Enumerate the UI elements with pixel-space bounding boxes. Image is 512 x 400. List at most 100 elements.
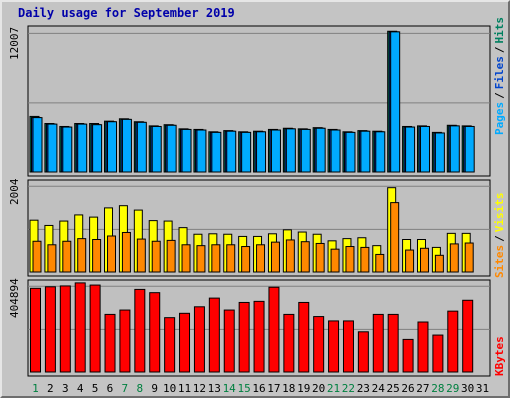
bar-sites-19 [300,241,310,273]
bar-kbytes-26 [402,338,414,373]
bar-kbytes-2 [44,286,56,373]
bar-kbytes-29 [447,310,459,373]
bar-sites-18 [285,239,295,273]
x-tick-label-10: 10 [163,382,176,395]
chart-title: Daily usage for September 2019 [18,6,235,20]
legend-hits-files-pages: Pages / Files / Hits [493,17,506,135]
bar-sites-9 [151,240,161,273]
bar-sites-2 [47,244,57,273]
bar-pages-19 [300,128,311,173]
bar-pages-23 [360,130,371,173]
x-tick-label-20: 20 [312,382,325,395]
x-tick-label-17: 17 [267,382,280,395]
x-tick-label-2: 2 [47,382,54,395]
bar-sites-17 [270,241,280,273]
x-tick-label-28: 28 [431,382,444,395]
bar-kbytes-20 [313,316,325,373]
x-tick-label-4: 4 [77,382,84,395]
bar-pages-18 [285,128,296,173]
x-tick-label-8: 8 [136,382,143,395]
bar-pages-24 [375,131,386,173]
bar-sites-4 [77,238,87,273]
bar-sites-28 [434,254,444,273]
bar-sites-1 [32,240,42,273]
bar-kbytes-3 [59,285,71,373]
bar-kbytes-10 [164,317,176,373]
x-tick-label-14: 14 [223,382,237,395]
x-tick-label-11: 11 [178,382,191,395]
bar-sites-27 [419,247,429,273]
x-tick-label-12: 12 [193,382,206,395]
bar-pages-27 [419,125,430,173]
bar-sites-30 [464,242,474,273]
bar-pages-1 [32,117,43,173]
legend-kbytes: KBytes [493,336,506,376]
bar-sites-24 [375,253,385,273]
x-tick-label-26: 26 [401,382,414,395]
bar-kbytes-1 [30,287,41,373]
bar-sites-13 [211,244,221,273]
x-tick-label-21: 21 [327,382,340,395]
x-tick-label-23: 23 [357,382,370,395]
x-tick-label-22: 22 [342,382,355,395]
bar-kbytes-21 [328,320,340,373]
bar-kbytes-11 [179,312,191,373]
bar-sites-29 [449,243,459,273]
bar-sites-14 [226,244,236,273]
bar-pages-12 [196,129,207,173]
bar-pages-17 [270,129,281,173]
bar-pages-7 [121,118,132,173]
bar-kbytes-9 [149,292,161,373]
x-tick-label-7: 7 [122,382,129,395]
bar-pages-10 [166,124,177,173]
x-tick-label-30: 30 [461,382,474,395]
x-tick-label-6: 6 [107,382,114,395]
x-tick-label-16: 16 [252,382,265,395]
bar-kbytes-6 [104,313,116,373]
y-max-label-kbytes: 404894 [8,278,21,318]
x-tick-label-19: 19 [297,382,310,395]
legend-sep-3: / [493,235,506,242]
bar-sites-21 [330,248,340,273]
bar-kbytes-17 [268,286,280,373]
bar-sites-16 [256,244,266,273]
legend-sites: Sites [493,245,506,278]
x-tick-label-1: 1 [32,382,39,395]
bar-pages-2 [47,123,58,173]
bar-kbytes-19 [298,301,310,373]
bar-pages-29 [449,125,460,173]
svg-text:Sites/Visits: Sites / Visits [493,193,506,279]
x-tick-label-3: 3 [62,382,69,395]
legend-kbytes-text: KBytes [493,336,506,376]
bar-kbytes-15 [238,301,250,373]
y-max-label-hits: 12007 [8,27,21,60]
bar-pages-6 [107,121,118,173]
bar-pages-5 [92,124,103,173]
bar-sites-26 [405,249,415,273]
bar-sites-8 [136,238,146,273]
bar-pages-25 [390,31,401,173]
x-tick-label-13: 13 [208,382,221,395]
svg-text:Pages/Files/Hits: Pages / Files / Hits [493,17,506,135]
bar-kbytes-23 [357,331,369,373]
x-tick-label-29: 29 [446,382,459,395]
bar-sites-20 [315,242,325,273]
bar-pages-20 [315,127,326,173]
bar-sites-12 [196,245,206,273]
bar-kbytes-5 [89,284,101,373]
x-axis-labels: 1 2 3 4 5 6 7 8 9 10 11 12 13 14 15 16 17 18 19 20 21 22 23 24 2… [32,382,489,395]
bar-sites-15 [241,246,251,273]
bar-kbytes-13 [208,297,220,373]
legend-files: Files [493,56,506,89]
bar-sites-5 [92,239,102,273]
bar-pages-28 [434,132,445,173]
bar-kbytes-28 [432,334,444,373]
bar-pages-14 [226,130,237,173]
bar-kbytes-16 [253,300,265,373]
bar-sites-23 [360,246,370,273]
bar-pages-9 [151,125,162,173]
y-max-label-visits: 2004 [8,178,21,205]
bar-kbytes-27 [417,321,429,373]
bar-kbytes-22 [342,320,354,373]
